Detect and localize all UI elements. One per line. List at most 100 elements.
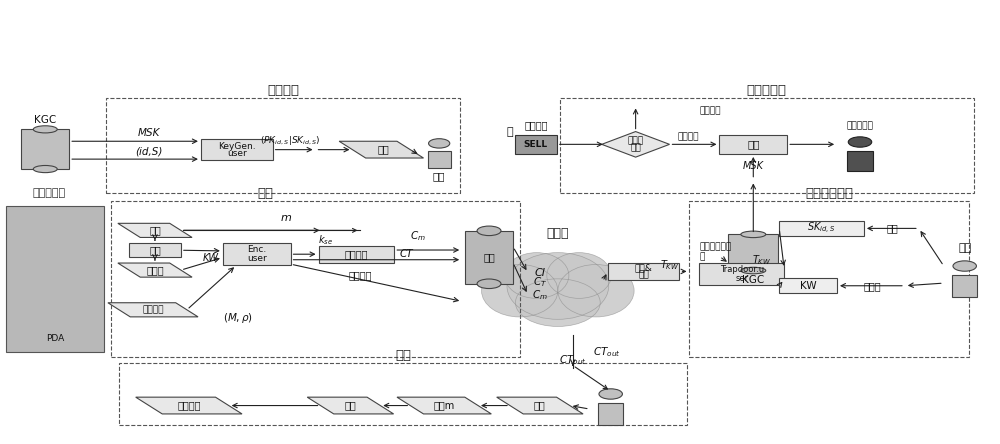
Text: Enc.: Enc. [247, 245, 266, 254]
Ellipse shape [477, 279, 501, 289]
Ellipse shape [477, 226, 501, 236]
Ellipse shape [504, 253, 569, 298]
Bar [106, 99, 460, 193]
Text: KW: KW [203, 253, 219, 263]
Text: 密钥生成: 密钥生成 [267, 84, 299, 97]
Text: 文档: 文档 [149, 226, 161, 235]
Text: 访问策略: 访问策略 [142, 305, 164, 314]
Text: KeyGen.: KeyGen. [218, 142, 256, 151]
Ellipse shape [515, 279, 600, 326]
Bar [779, 221, 864, 236]
Text: 关键字: 关键字 [146, 265, 164, 275]
Text: ser: ser [735, 274, 748, 283]
Text: 解密: 解密 [534, 400, 546, 411]
Text: 解密: 解密 [395, 349, 411, 362]
Bar [779, 278, 837, 293]
Bar [699, 263, 784, 285]
Circle shape [848, 137, 872, 147]
Bar [129, 243, 181, 257]
Ellipse shape [547, 253, 611, 298]
Polygon shape [136, 397, 242, 414]
Text: CT: CT [399, 249, 413, 259]
Polygon shape [497, 397, 583, 414]
Polygon shape [339, 141, 424, 158]
Circle shape [429, 139, 450, 148]
Circle shape [953, 261, 976, 271]
Polygon shape [307, 397, 394, 414]
Text: 数据拥有者: 数据拥有者 [33, 188, 66, 198]
Text: 存储: 存储 [377, 145, 389, 155]
Bar [465, 231, 513, 284]
Text: 检测: 检测 [630, 144, 641, 153]
Bar [728, 234, 778, 270]
Text: 加密: 加密 [258, 187, 274, 200]
Text: Trapdoor.u: Trapdoor.u [720, 265, 764, 274]
Polygon shape [118, 263, 192, 277]
Text: 查询关键词陷
门: 查询关键词陷 门 [699, 242, 732, 262]
Text: m: m [280, 213, 291, 222]
Text: user: user [227, 149, 247, 158]
Text: SELL: SELL [524, 140, 548, 149]
Text: 🔑: 🔑 [507, 127, 513, 137]
Text: 私钥: 私钥 [886, 223, 898, 234]
Text: 测试&: 测试& [635, 263, 653, 272]
Text: KW: KW [800, 281, 816, 291]
Text: 存储: 存储 [483, 252, 495, 262]
Text: $(M,\rho)$: $(M,\rho)$ [223, 311, 253, 325]
Text: 有效秘钥: 有效秘钥 [678, 132, 699, 141]
Text: 正确与否: 正确与否 [177, 400, 201, 411]
Bar [719, 135, 787, 154]
Text: 叛逆者身份: 叛逆者身份 [847, 121, 873, 130]
Text: 出售私钥: 出售私钥 [524, 120, 548, 130]
Text: 验证: 验证 [345, 400, 356, 411]
Text: KGC: KGC [34, 115, 56, 125]
Ellipse shape [507, 253, 609, 319]
Text: $k_{se}$: $k_{se}$ [318, 233, 333, 246]
Ellipse shape [741, 231, 766, 238]
Bar [515, 135, 557, 154]
Bar [111, 201, 520, 357]
Text: 提取: 提取 [149, 245, 161, 255]
Ellipse shape [741, 267, 766, 274]
Bar [428, 151, 451, 168]
Ellipse shape [33, 166, 57, 173]
Ellipse shape [33, 126, 57, 133]
Bar [689, 201, 969, 357]
Ellipse shape [558, 265, 634, 317]
Polygon shape [602, 131, 670, 157]
Text: CI: CI [534, 268, 545, 278]
Text: $CT_{out}$: $CT_{out}$ [559, 353, 587, 367]
Text: 叛逆者追踪: 叛逆者追踪 [747, 84, 787, 97]
Text: $CT_{out}$: $CT_{out}$ [593, 345, 620, 359]
Text: $SK_{id,S}$: $SK_{id,S}$ [807, 221, 836, 236]
Text: PDA: PDA [46, 334, 64, 343]
Bar [847, 151, 873, 171]
Bar [598, 403, 623, 425]
Text: 对称加密: 对称加密 [345, 249, 368, 259]
Text: 无效密钥: 无效密钥 [700, 107, 721, 116]
Text: $C_T$: $C_T$ [533, 276, 547, 289]
Text: 有效性: 有效性 [628, 136, 644, 145]
Text: $C_m$: $C_m$ [410, 229, 426, 243]
Bar [201, 139, 273, 160]
Bar [560, 99, 974, 193]
Ellipse shape [482, 265, 558, 317]
Bar [319, 246, 394, 262]
Text: user: user [247, 254, 267, 263]
Bar [6, 206, 104, 352]
Text: $T_{KW}$: $T_{KW}$ [660, 258, 679, 272]
Text: 文档m: 文档m [434, 400, 455, 411]
Text: 用户: 用户 [433, 171, 445, 181]
Text: $T_{KW}$: $T_{KW}$ [752, 254, 771, 267]
Text: $(PK_{id,S}|SK_{id,S})$: $(PK_{id,S}|SK_{id,S})$ [260, 135, 321, 147]
Circle shape [599, 389, 622, 399]
Text: MSK: MSK [138, 128, 160, 139]
Text: $C_m$: $C_m$ [532, 288, 548, 302]
Text: MSK: MSK [743, 162, 764, 171]
Polygon shape [118, 223, 192, 238]
Text: 追踪: 追踪 [747, 139, 760, 149]
Polygon shape [108, 303, 198, 317]
Bar [119, 363, 687, 425]
Bar [952, 275, 977, 297]
Text: (id,S): (id,S) [135, 147, 163, 157]
